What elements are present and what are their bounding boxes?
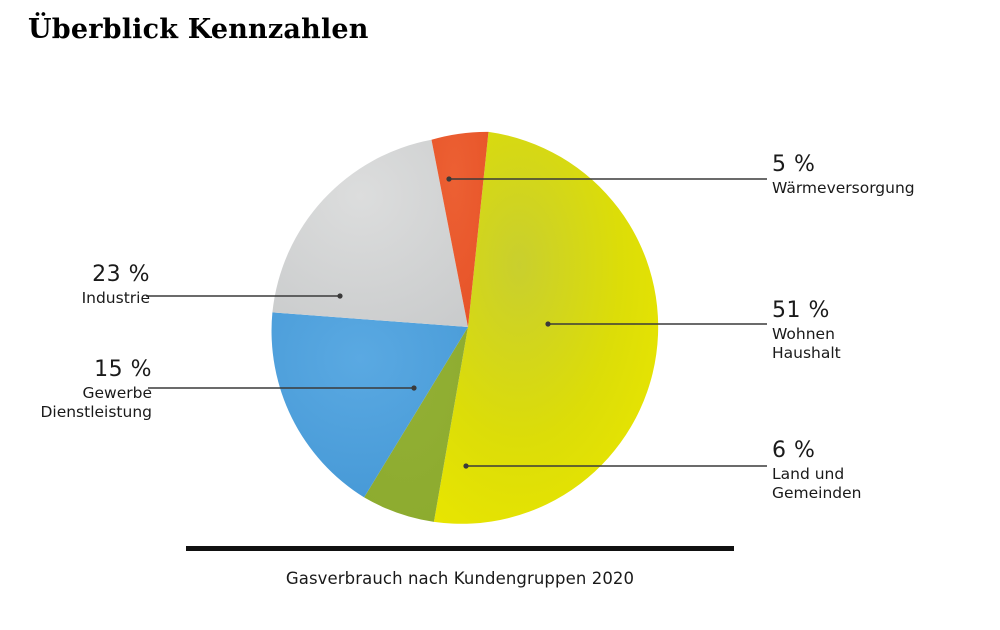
- pie-slice-waermeversorgung[interactable]: [431, 131, 489, 327]
- pie-slice-land-und-gemeinden[interactable]: [364, 327, 468, 522]
- chart-caption: Gasverbrauch nach Kundengruppen 2020: [285, 569, 635, 588]
- leader-line-industrie: [146, 293, 343, 299]
- caption-rule: [186, 546, 734, 551]
- pie-slice-industrie[interactable]: [272, 139, 468, 327]
- leader-line-waermeversorgung: [446, 176, 767, 182]
- callout-waermeversorgung: 5 % Wärmeversorgung: [772, 152, 915, 198]
- leader-lines: [146, 176, 767, 469]
- callout-wohnen-haushalt: 51 % Wohnen Haushalt: [772, 298, 841, 363]
- callout-land-percent: 6 %: [772, 438, 816, 463]
- leader-line-gewerbe: [148, 385, 417, 391]
- callout-land-label-line1: Land und: [772, 464, 845, 483]
- pie-slices: [271, 131, 659, 524]
- callout-waermeversorgung-label: Wärmeversorgung: [772, 178, 915, 197]
- callout-gewerbe-label-line2: Dienstleistung: [40, 402, 152, 421]
- callout-land-und-gemeinden: 6 % Land und Gemeinden: [772, 438, 862, 503]
- callout-waermeversorgung-percent: 5 %: [772, 152, 816, 177]
- callout-gewerbe-percent: 15 %: [94, 357, 152, 382]
- callout-industrie: 23 % Industrie: [0, 262, 150, 308]
- callout-land-label-line2: Gemeinden: [772, 483, 862, 502]
- pie-slice-wohnen-haushalt[interactable]: [433, 131, 659, 524]
- callout-wohnen-label-line2: Haushalt: [772, 343, 841, 362]
- callout-industrie-label: Industrie: [81, 288, 150, 307]
- callout-industrie-percent: 23 %: [92, 262, 150, 287]
- leader-line-wohnen: [545, 321, 767, 327]
- callout-gewerbe-label-line1: Gewerbe: [82, 383, 152, 402]
- leader-line-land: [463, 463, 767, 469]
- callout-wohnen-percent: 51 %: [772, 298, 830, 323]
- pie-slice-gewerbe-dienstleistung[interactable]: [271, 312, 468, 498]
- callout-gewerbe-dienstleistung: 15 % Gewerbe Dienstleistung: [0, 357, 152, 422]
- callout-wohnen-label-line1: Wohnen: [772, 324, 835, 343]
- page-title: Überblick Kennzahlen: [28, 14, 369, 45]
